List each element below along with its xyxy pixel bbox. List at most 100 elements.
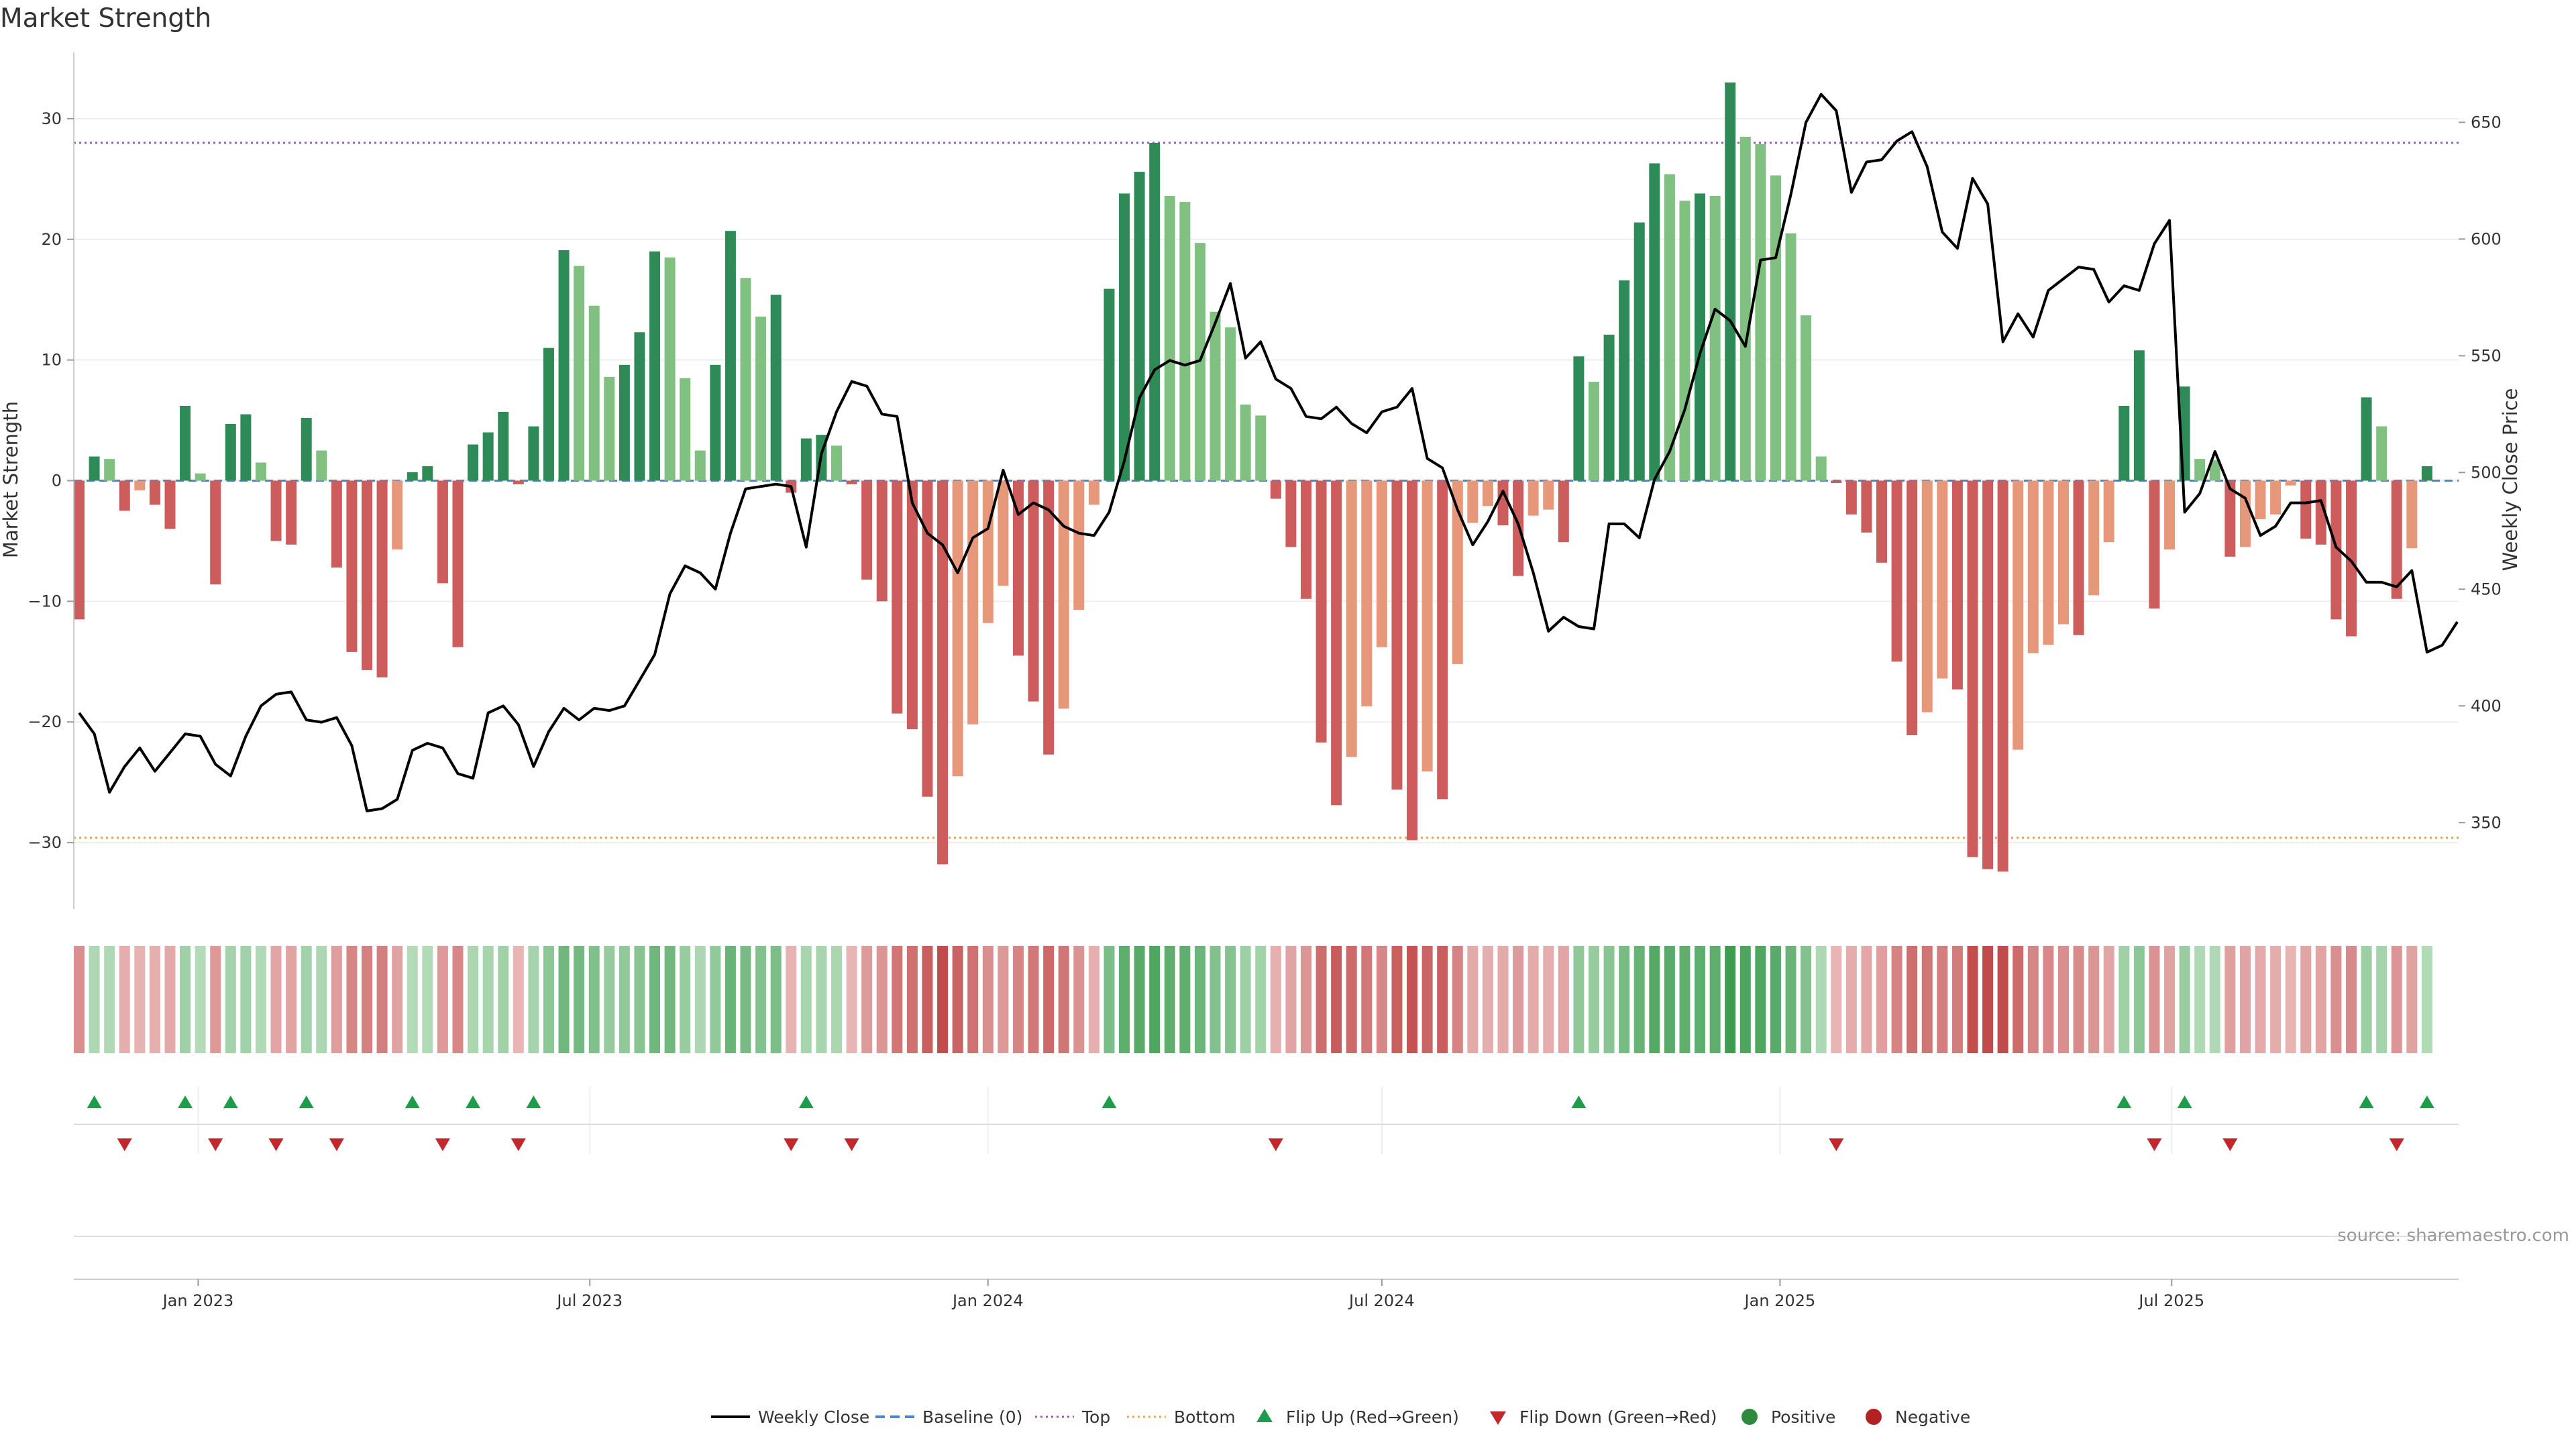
strength-bar — [195, 473, 206, 481]
heat-cell — [2391, 946, 2402, 1053]
strength-bar — [134, 480, 146, 490]
strength-bar — [1967, 480, 1978, 857]
strength-bar — [2391, 480, 2402, 599]
strength-bar — [346, 480, 358, 652]
heat-cell — [1543, 946, 1554, 1053]
heat-cell — [1649, 946, 1660, 1053]
strength-bar — [558, 250, 570, 481]
y-right-tick-label: 600 — [2471, 229, 2502, 248]
strength-bar — [2043, 480, 2054, 645]
y-right-tick-label: 500 — [2471, 463, 2502, 482]
strength-bar — [1876, 480, 1888, 563]
heat-cell — [1058, 946, 1069, 1053]
flip-down-marker — [2147, 1138, 2162, 1151]
heat-cell — [362, 946, 373, 1053]
strength-bar — [2255, 480, 2266, 520]
strength-bar — [149, 480, 160, 505]
x-tick-label: Jan 2023 — [162, 1291, 234, 1310]
heat-cell — [876, 946, 888, 1053]
heat-cell — [1679, 946, 1690, 1053]
heat-cell — [149, 946, 160, 1053]
strength-bar — [1907, 480, 1918, 736]
y-left-tick-label: −10 — [28, 592, 62, 610]
strength-bar — [1361, 480, 1373, 706]
heat-cell — [1755, 946, 1766, 1053]
legend-label: Positive — [1771, 1407, 1835, 1427]
strength-bar — [2361, 397, 2372, 481]
strength-bar — [331, 480, 342, 568]
strength-bar — [1589, 382, 1599, 481]
strength-bar — [286, 480, 297, 545]
strength-bar — [240, 414, 252, 481]
strength-bar — [1391, 480, 1403, 790]
heat-cell — [2103, 946, 2114, 1053]
flip-markers — [87, 1095, 2434, 1151]
flip-down-marker — [511, 1138, 526, 1151]
flip-up-marker — [178, 1095, 193, 1108]
legend-swatch — [1490, 1411, 1506, 1425]
legend-label: Baseline (0) — [922, 1407, 1022, 1427]
strength-bar — [710, 364, 721, 481]
y-right-tick-label: 400 — [2471, 696, 2502, 715]
strength-bar — [1695, 193, 1706, 481]
strength-bar — [210, 480, 221, 585]
heat-cell — [861, 946, 873, 1053]
flip-up-marker — [2359, 1095, 2374, 1108]
strength-bar — [1255, 415, 1267, 481]
legend-label: Negative — [1895, 1407, 1970, 1427]
flip-up-marker — [299, 1095, 314, 1108]
strength-bar — [2194, 459, 2206, 481]
legend-item: Flip Down (Green→Red) — [1490, 1407, 1717, 1427]
heat-cell — [2209, 946, 2220, 1053]
strength-bar — [937, 480, 949, 865]
strength-bar — [1088, 480, 1099, 505]
heat-cell — [710, 946, 721, 1053]
flip-up-marker — [1571, 1095, 1587, 1108]
reference-lines — [74, 142, 2459, 839]
heat-cell — [225, 946, 236, 1053]
heat-cell — [2406, 946, 2418, 1053]
strength-bar — [755, 316, 767, 481]
heat-cell — [1179, 946, 1191, 1053]
strength-bar — [1452, 480, 1463, 664]
heat-cell — [1907, 946, 1918, 1053]
strength-bar — [1861, 480, 1872, 533]
heat-cell — [1407, 946, 1418, 1053]
heat-cell — [2088, 946, 2100, 1053]
strength-bar — [574, 266, 585, 481]
heat-cell — [1861, 946, 1872, 1053]
strength-bar — [1346, 480, 1357, 757]
heat-cell — [1664, 946, 1675, 1053]
heat-cell — [1589, 946, 1599, 1053]
strength-bar — [952, 480, 963, 777]
strength-bar — [255, 462, 266, 481]
heat-cell — [1088, 946, 1099, 1053]
heat-cell — [619, 946, 630, 1053]
y-left-tick-label: 10 — [41, 351, 62, 370]
heat-cell — [1937, 946, 1948, 1053]
heat-cell — [604, 946, 615, 1053]
heat-cell — [1194, 946, 1205, 1053]
strength-bar — [225, 423, 236, 481]
strength-bar — [2224, 480, 2236, 557]
strength-bar — [1421, 480, 1433, 771]
strength-bar — [649, 251, 661, 481]
strength-bar — [1012, 480, 1024, 656]
heat-cell — [2057, 946, 2069, 1053]
flip-down-marker — [435, 1138, 450, 1151]
strength-bar — [89, 456, 100, 481]
heat-cell — [1421, 946, 1433, 1053]
strength-bar — [1951, 480, 1963, 690]
legend-item: Weekly Close — [711, 1407, 869, 1427]
y-left-tick-label: −30 — [28, 833, 62, 852]
strength-bar — [2027, 480, 2039, 653]
heat-cell — [2346, 946, 2357, 1053]
strength-bar — [1785, 233, 1796, 481]
flip-down-marker — [117, 1138, 132, 1151]
legend-swatch — [1866, 1409, 1882, 1425]
strength-bar — [1437, 480, 1448, 800]
strength-bar — [543, 347, 554, 481]
heat-cell — [1845, 946, 1857, 1053]
strength-bar — [498, 411, 509, 481]
